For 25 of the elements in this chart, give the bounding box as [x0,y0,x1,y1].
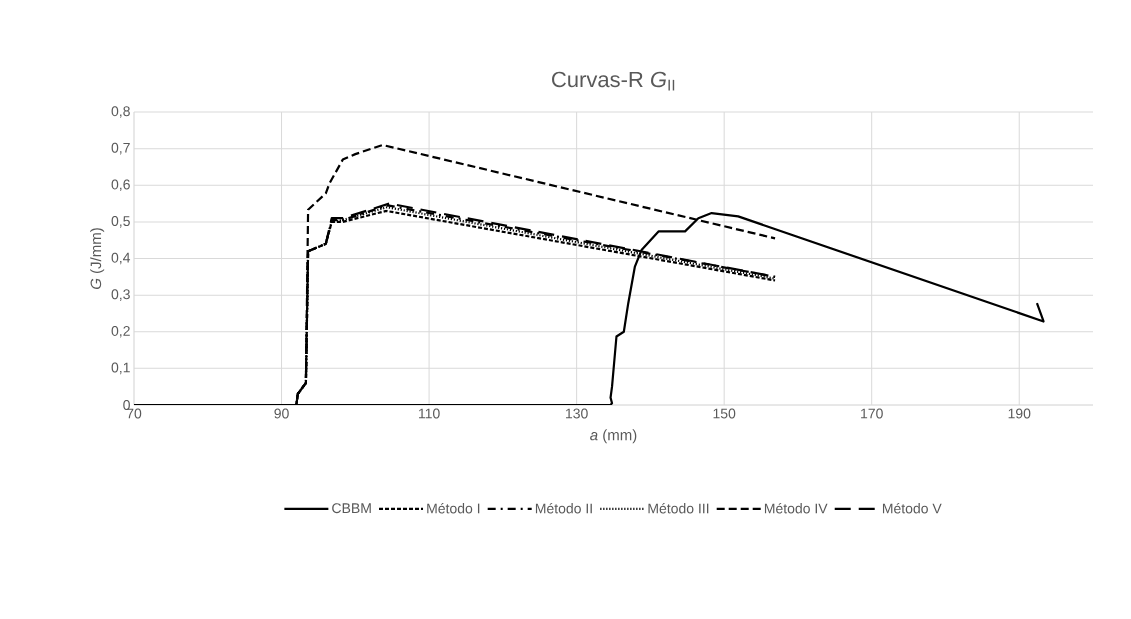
legend-label: Método V [882,502,942,514]
legend-label: Método IV [764,502,828,514]
y-axis-title: G (J/mm) [90,228,105,290]
chart-title: Curvas-R G$_{II}$ [552,71,675,91]
legend-label: Método III [648,502,709,514]
legend-label: CBBM [332,503,371,514]
y-tick-label: 0,5 [111,216,130,228]
x-tick-label: 170 [861,408,883,419]
legend-label: Método II [535,502,592,514]
x-tick-label: 190 [1008,408,1031,419]
y-tick-label: 0 [123,400,130,410]
y-tick-label: 0,4 [111,252,131,265]
y-tick-label: 0,7 [111,142,130,155]
y-tick-label: 0,8 [111,106,130,118]
y-tick-label: 0,1 [111,362,130,375]
x-tick-label: 130 [566,408,588,419]
x-axis-title: a (mm) [590,429,637,444]
legend-label: Método I [427,502,480,514]
x-tick-label: 150 [713,408,736,419]
y-tick-label: 0,2 [111,325,130,338]
x-tick-label: 90 [274,408,289,419]
x-tick-label: 70 [126,408,142,419]
x-tick-label: 110 [418,408,440,419]
y-tick-label: 0,6 [111,179,130,192]
y-tick-label: 0,3 [111,289,130,301]
